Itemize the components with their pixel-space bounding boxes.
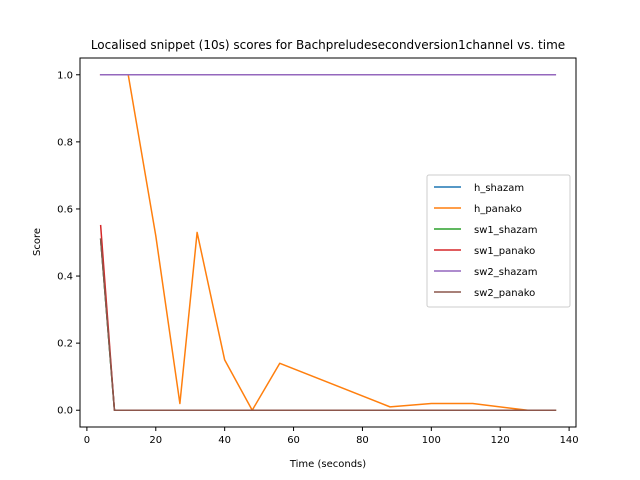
x-tick-label: 100 <box>422 435 441 446</box>
y-tick-label: 0.4 <box>57 272 73 283</box>
x-tick-label: 40 <box>218 435 231 446</box>
axes-frame <box>79 57 577 428</box>
plot-area <box>99 74 557 411</box>
x-axis-title: Time (seconds) <box>289 459 366 470</box>
y-axis: 0.0 0.2 0.4 0.6 0.8 1.0 <box>57 70 80 417</box>
y-tick-label: 0.6 <box>57 204 73 215</box>
x-axis: 0 20 40 60 80 100 120 140 <box>84 427 579 446</box>
x-tick-label: 80 <box>356 435 369 446</box>
y-axis-title: Score <box>32 228 43 256</box>
x-tick-label: 140 <box>560 435 579 446</box>
x-tick-label: 120 <box>491 435 510 446</box>
series-line-sw2-panako <box>99 238 557 411</box>
legend-entry-label: sw1_shazam <box>474 225 538 236</box>
x-tick-label: 0 <box>84 435 90 446</box>
y-tick-label: 0.0 <box>57 406 73 417</box>
legend-entry-label: sw2_panako <box>474 288 535 299</box>
legend-entry-label: sw1_panako <box>474 246 535 257</box>
y-tick-label: 0.2 <box>57 339 73 350</box>
x-tick-label: 60 <box>287 435 300 446</box>
y-tick-label: 1.0 <box>57 70 73 81</box>
chart-title: Localised snippet (10s) scores for Bachp… <box>91 38 565 52</box>
legend-box <box>426 174 571 308</box>
legend: h_shazam h_panako sw1_shazam sw1_panako sw2_… <box>426 174 571 308</box>
legend-entry-label: h_panako <box>474 204 522 215</box>
legend-entry-label: h_shazam <box>474 183 524 194</box>
y-tick-label: 0.8 <box>57 137 73 148</box>
legend-entry-label: sw2_shazam <box>474 267 538 278</box>
x-tick-label: 20 <box>149 435 162 446</box>
